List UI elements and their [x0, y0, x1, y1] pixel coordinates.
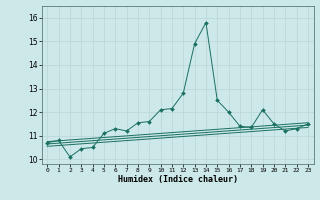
- X-axis label: Humidex (Indice chaleur): Humidex (Indice chaleur): [118, 175, 237, 184]
